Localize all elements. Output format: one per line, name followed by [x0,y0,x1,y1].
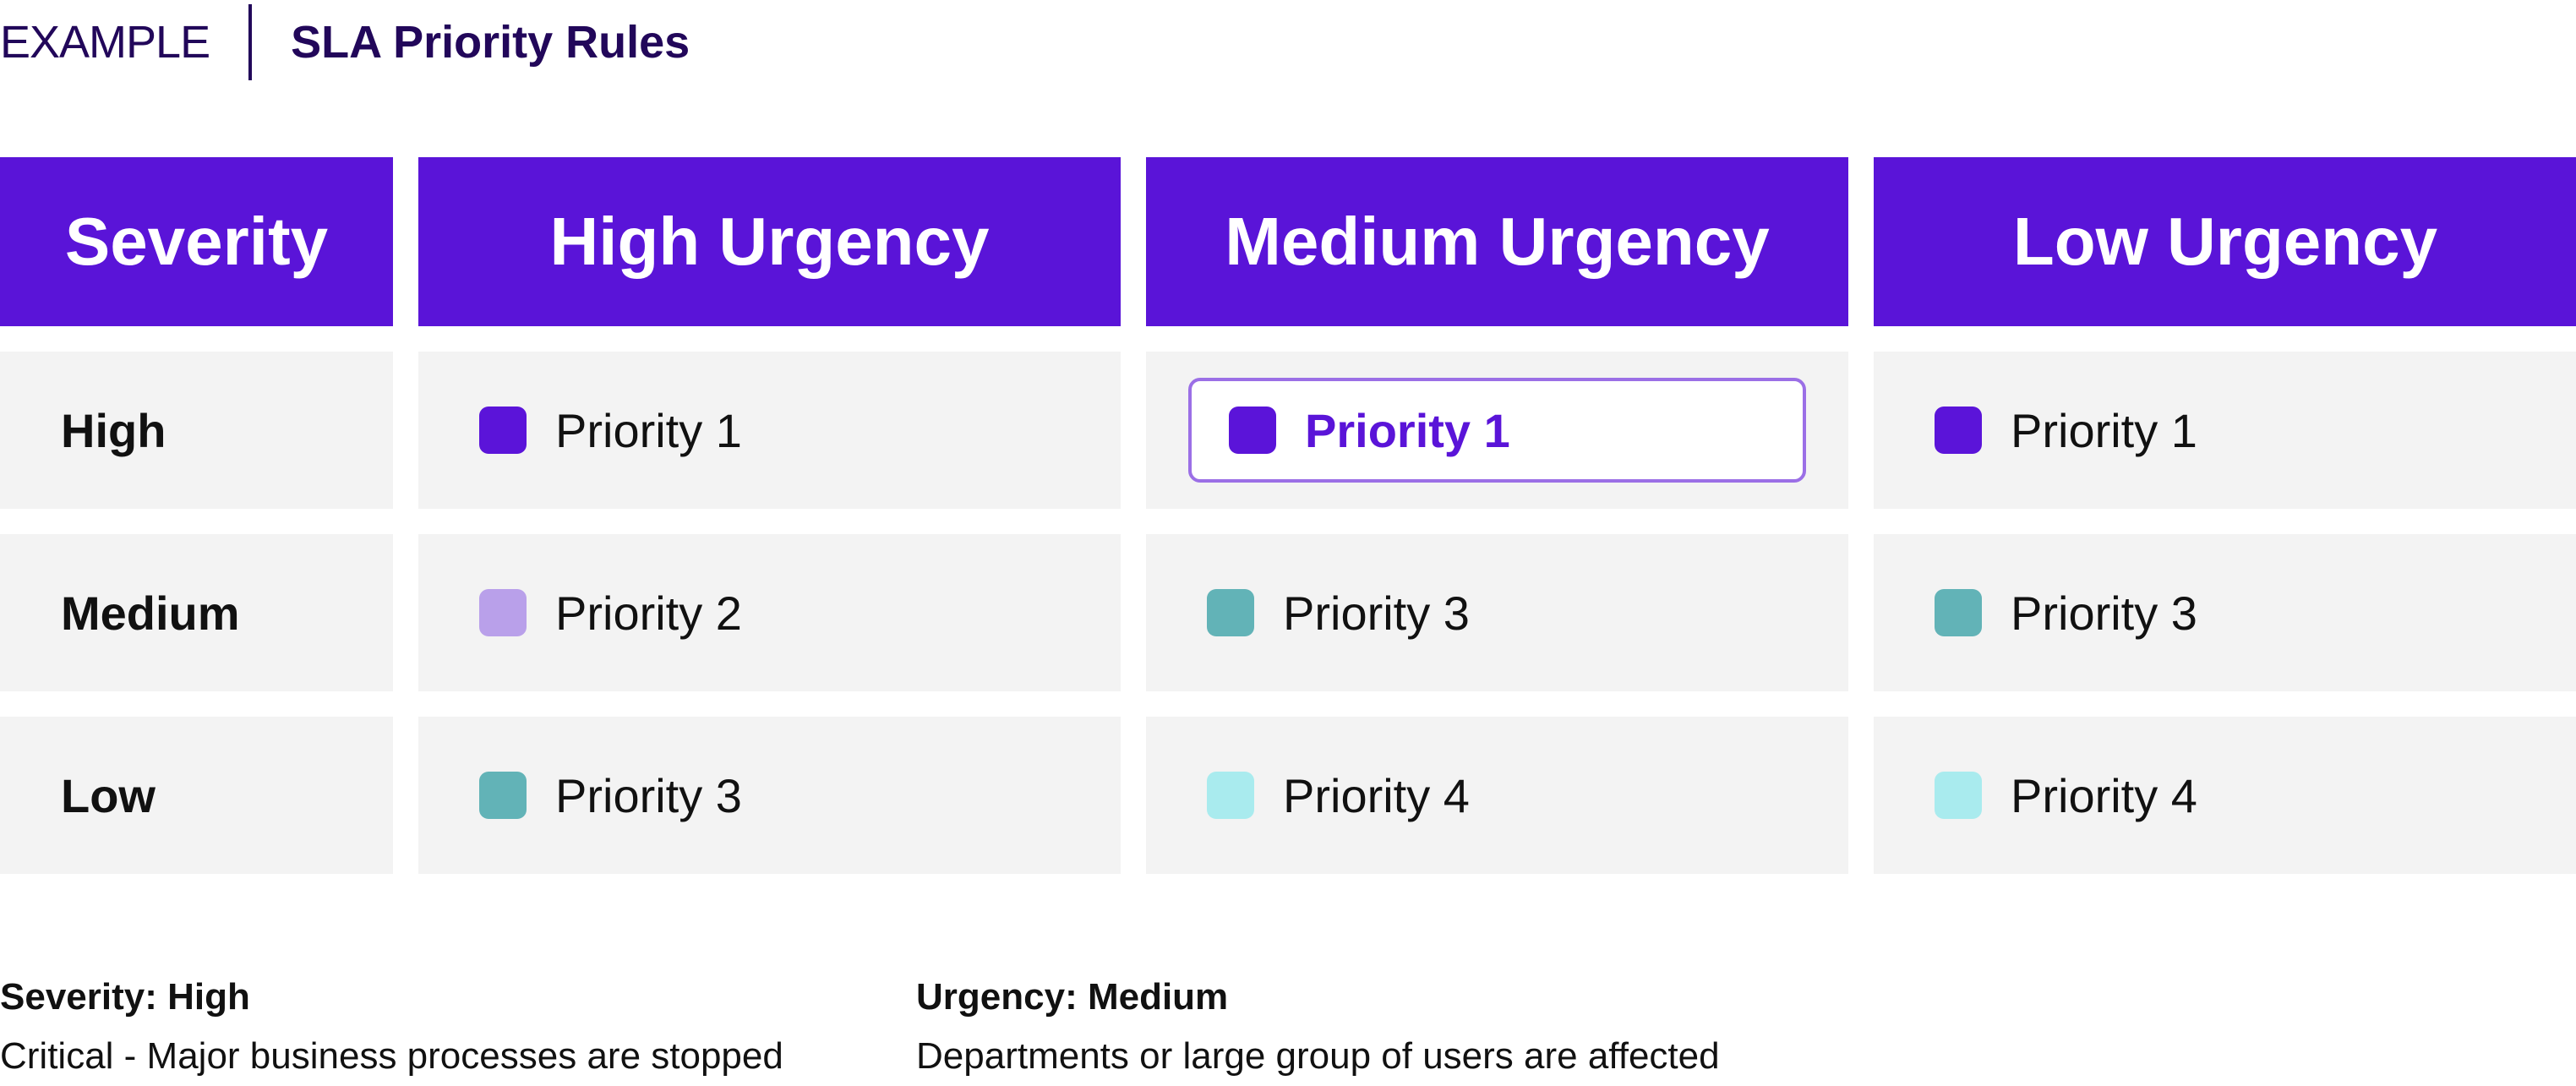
footer-text: Departments or large group of users are … [916,1035,1720,1077]
priority-cell: Priority 3 [1874,534,2576,691]
priority-swatch-icon [1207,772,1254,819]
priority-label: Priority 2 [555,586,742,640]
priority-label: Priority 1 [555,403,742,457]
priority-swatch-icon [1207,589,1254,636]
priority-cell: Priority 3 [418,717,1121,874]
priority-swatch-icon [1935,407,1982,454]
column-header-medium-urgency: Medium Urgency [1146,157,1848,326]
priority-cell: Priority 4 [1146,717,1848,874]
priority-label: Priority 3 [2011,586,2197,640]
priority-cell: Priority 4 [1874,717,2576,874]
footer-heading: Urgency: Medium [916,976,1229,1018]
footer-urgency: Urgency: Medium Departments or large gro… [916,968,1720,1086]
severity-cell: Low [0,717,393,874]
priority-label: Priority 3 [1283,586,1470,640]
divider [248,4,253,80]
priority-swatch-icon [1229,407,1276,454]
priority-swatch-icon [479,407,527,454]
page-header: EXAMPLE SLA Priority Rules [0,4,690,80]
priority-swatch-icon [479,772,527,819]
example-label: EXAMPLE [0,17,210,68]
priority-label: Priority 4 [2011,768,2197,822]
column-header-low-urgency: Low Urgency [1874,157,2576,326]
footer-heading: Severity: High [0,976,250,1018]
priority-cell: Priority 1 [1146,352,1848,509]
highlighted-priority: Priority 1 [1188,378,1806,483]
priority-cell: Priority 1 [418,352,1121,509]
priority-cell: Priority 3 [1146,534,1848,691]
priority-label: Priority 3 [555,768,742,822]
severity-cell: Medium [0,534,393,691]
severity-cell: High [0,352,393,509]
priority-cell: Priority 1 [1874,352,2576,509]
priority-swatch-icon [1935,772,1982,819]
priority-label: Priority 4 [1283,768,1470,822]
footer-severity: Severity: High Critical - Major business… [0,968,783,1086]
priority-label: Priority 1 [1305,403,1510,457]
column-header-severity: Severity [0,157,393,326]
footer-text: Critical - Major business processes are … [0,1035,783,1077]
priority-swatch-icon [479,589,527,636]
priority-cell: Priority 2 [418,534,1121,691]
priority-swatch-icon [1935,589,1982,636]
priority-matrix: Severity High Urgency Medium Urgency Low… [0,157,2576,874]
column-header-high-urgency: High Urgency [418,157,1121,326]
page-title: SLA Priority Rules [291,17,690,68]
priority-label: Priority 1 [2011,403,2197,457]
